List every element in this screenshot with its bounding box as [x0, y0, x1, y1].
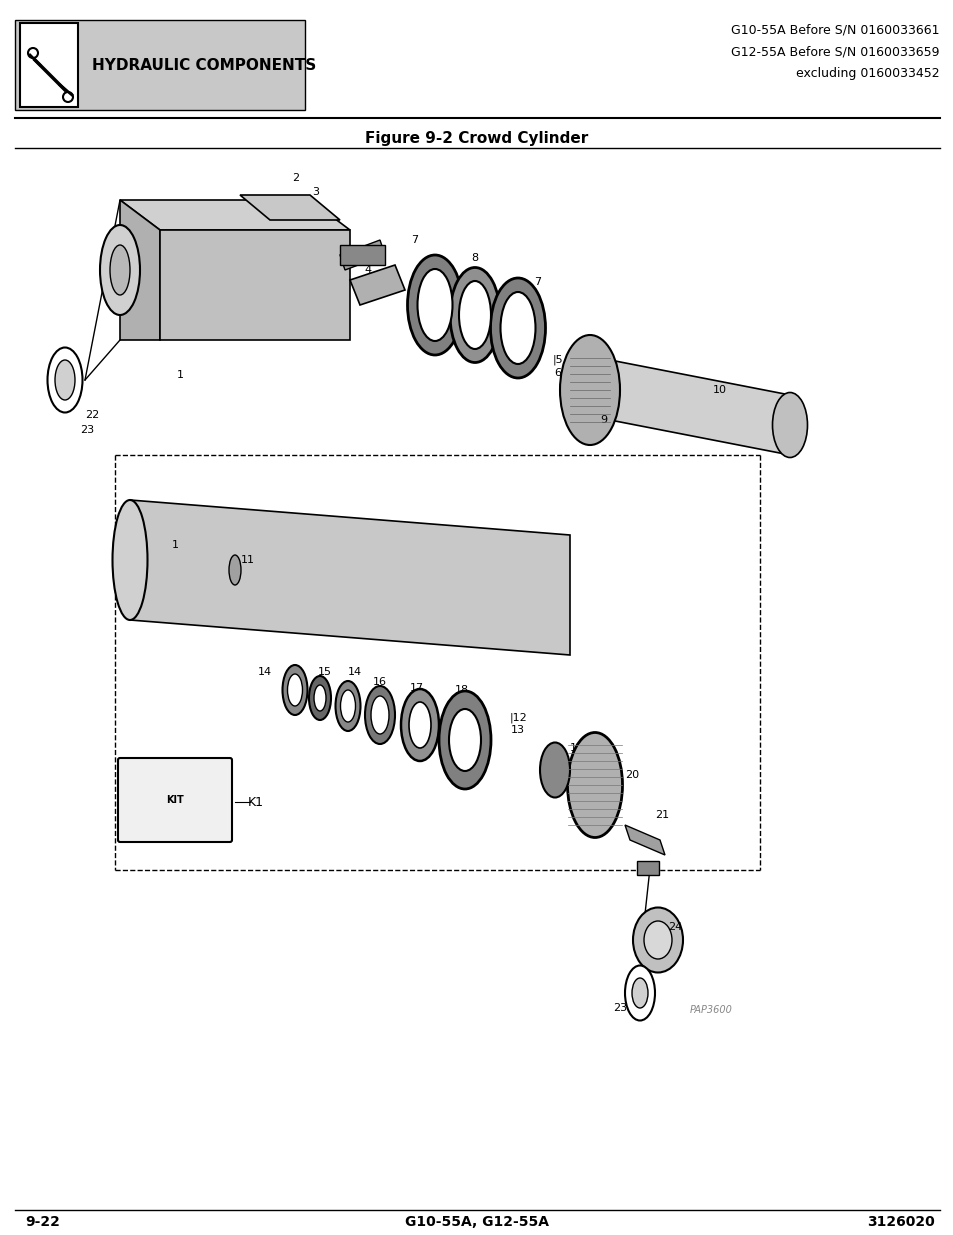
Text: 14: 14: [257, 667, 272, 677]
Text: 4: 4: [364, 266, 371, 275]
Polygon shape: [130, 500, 569, 655]
Text: |5: |5: [553, 354, 563, 366]
Text: 13: 13: [511, 725, 524, 735]
Ellipse shape: [48, 347, 82, 412]
Ellipse shape: [438, 692, 491, 789]
Bar: [15, 20, 305, 110]
Text: 21: 21: [655, 810, 668, 820]
Ellipse shape: [417, 269, 452, 341]
Ellipse shape: [55, 359, 75, 400]
Polygon shape: [120, 200, 350, 230]
Text: 3: 3: [313, 186, 319, 198]
Text: 7: 7: [534, 277, 541, 287]
Text: 15: 15: [317, 667, 332, 677]
Ellipse shape: [229, 555, 241, 585]
Text: 16: 16: [373, 677, 387, 687]
Polygon shape: [120, 200, 160, 340]
Text: 1: 1: [172, 540, 178, 550]
Text: excluding 0160033452: excluding 0160033452: [796, 68, 939, 80]
Ellipse shape: [100, 225, 140, 315]
Text: G10-55A Before S/N 0160033661: G10-55A Before S/N 0160033661: [731, 23, 939, 37]
Text: HYDRAULIC COMPONENTS: HYDRAULIC COMPONENTS: [91, 58, 315, 73]
Ellipse shape: [335, 680, 360, 731]
Text: 6: 6: [554, 368, 560, 378]
Ellipse shape: [449, 709, 480, 771]
Polygon shape: [624, 825, 664, 855]
Text: 2: 2: [293, 173, 299, 183]
Text: 1: 1: [176, 370, 183, 380]
Bar: [20, 23, 78, 107]
Bar: [339, 245, 385, 266]
Ellipse shape: [633, 908, 682, 972]
Ellipse shape: [365, 685, 395, 743]
Ellipse shape: [340, 690, 355, 722]
Ellipse shape: [282, 664, 307, 715]
Ellipse shape: [567, 732, 622, 837]
Text: 9: 9: [599, 415, 606, 425]
Text: 19: 19: [569, 743, 583, 753]
Bar: [637, 861, 659, 876]
Text: 22: 22: [85, 410, 99, 420]
Ellipse shape: [631, 978, 647, 1008]
Ellipse shape: [314, 685, 326, 711]
Text: G12-55A Before S/N 0160033659: G12-55A Before S/N 0160033659: [731, 46, 939, 58]
Text: 9-22: 9-22: [25, 1215, 60, 1229]
Ellipse shape: [287, 674, 302, 706]
Ellipse shape: [643, 921, 671, 960]
Ellipse shape: [371, 697, 389, 734]
Text: 23: 23: [612, 1003, 626, 1013]
Ellipse shape: [458, 282, 491, 350]
Text: 7: 7: [411, 235, 418, 245]
Text: G10-55A, G12-55A: G10-55A, G12-55A: [405, 1215, 548, 1229]
Text: |12: |12: [510, 713, 527, 724]
Polygon shape: [350, 266, 405, 305]
Ellipse shape: [409, 701, 431, 748]
Polygon shape: [240, 195, 339, 220]
Polygon shape: [609, 359, 789, 454]
Ellipse shape: [772, 393, 806, 457]
Text: 10: 10: [712, 385, 726, 395]
Polygon shape: [160, 230, 350, 340]
Ellipse shape: [559, 335, 619, 445]
Ellipse shape: [624, 966, 655, 1020]
Text: 18: 18: [455, 685, 469, 695]
Text: K1: K1: [248, 795, 264, 809]
Text: 17: 17: [410, 683, 424, 693]
Ellipse shape: [309, 676, 331, 720]
Text: 24: 24: [667, 923, 681, 932]
Ellipse shape: [539, 742, 569, 798]
Text: 23: 23: [80, 425, 94, 435]
Polygon shape: [339, 240, 385, 270]
Ellipse shape: [500, 291, 535, 364]
Text: 3126020: 3126020: [866, 1215, 934, 1229]
Ellipse shape: [112, 500, 148, 620]
FancyBboxPatch shape: [118, 758, 232, 842]
Ellipse shape: [110, 245, 130, 295]
Text: 14: 14: [348, 667, 362, 677]
Text: Figure 9-2 Crowd Cylinder: Figure 9-2 Crowd Cylinder: [365, 131, 588, 146]
Ellipse shape: [400, 689, 438, 761]
Text: PAP3600: PAP3600: [689, 1005, 732, 1015]
Text: 11: 11: [241, 555, 254, 564]
Text: KIT: KIT: [166, 795, 184, 805]
Text: 8: 8: [471, 253, 478, 263]
Ellipse shape: [450, 268, 499, 363]
Ellipse shape: [407, 254, 462, 354]
Text: 20: 20: [624, 769, 639, 781]
Ellipse shape: [490, 278, 545, 378]
